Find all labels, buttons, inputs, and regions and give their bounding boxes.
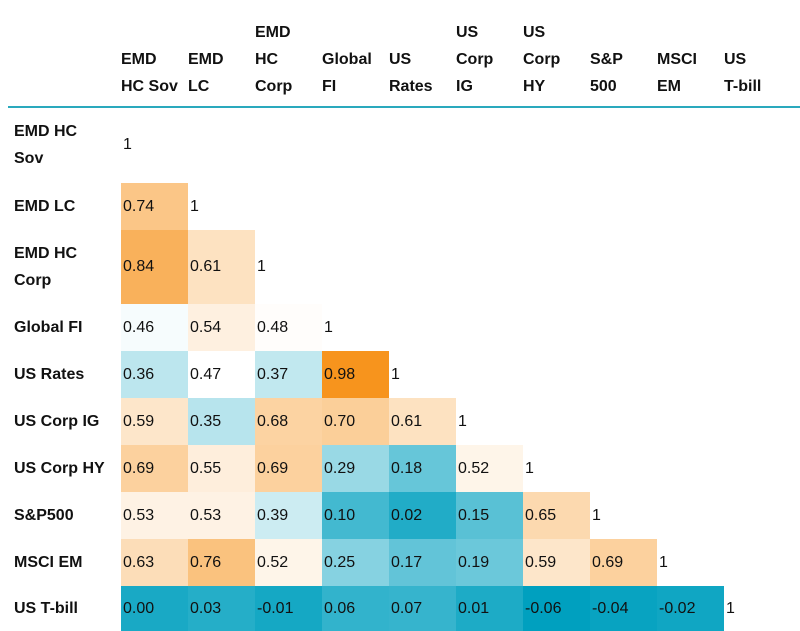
heatmap-cell: 0.46 — [121, 304, 188, 351]
heatmap-cell: -0.01 — [255, 586, 322, 631]
diagonal-cell: 1 — [726, 599, 735, 617]
row-header: Global FI — [14, 319, 83, 336]
diagonal-cell: 1 — [190, 197, 199, 215]
row-header: US Rates — [14, 366, 85, 383]
heatmap-cell: 0.15 — [456, 492, 523, 539]
heatmap-cell: 0.70 — [322, 398, 389, 445]
heatmap-cell: 0.25 — [322, 539, 389, 586]
heatmap-cell: 0.69 — [590, 539, 657, 586]
heatmap-cell: 0.84 — [121, 230, 188, 304]
heatmap-cell: -0.02 — [657, 586, 724, 631]
row-header: US Corp HY — [14, 460, 105, 477]
heatmap-cell: 0.07 — [389, 586, 456, 631]
heatmap-cell: 0.63 — [121, 539, 188, 586]
heatmap-cell: -0.04 — [590, 586, 657, 631]
heatmap-cell: 0.19 — [456, 539, 523, 586]
column-header: S&P 500 — [590, 51, 623, 95]
heatmap-cell: 0.36 — [121, 351, 188, 398]
diagonal-cell: 1 — [257, 258, 266, 275]
row-header: EMD HC Corp — [14, 245, 78, 289]
heatmap-cell: 0.55 — [188, 445, 255, 492]
heatmap-cell: 0.69 — [255, 445, 322, 492]
column-header: EMD LC — [188, 51, 224, 95]
heatmap-cell: 0.47 — [188, 351, 255, 398]
diagonal-cell: 1 — [458, 412, 467, 430]
column-header: US Corp IG — [456, 24, 494, 95]
heatmap-cell: 0.52 — [456, 445, 523, 492]
heatmap-cell: 0.53 — [121, 492, 188, 539]
diagonal-cell: 1 — [391, 365, 400, 383]
heatmap-cell: 0.48 — [255, 304, 322, 351]
heatmap-cell: 0.98 — [322, 351, 389, 398]
diagonal-cell: 1 — [592, 506, 601, 524]
heatmap-cell: 0.35 — [188, 398, 255, 445]
heatmap-cell: 0.59 — [121, 398, 188, 445]
heatmap-cell: 0.76 — [188, 539, 255, 586]
heatmap-cell: 0.10 — [322, 492, 389, 539]
diagonal-cell: 1 — [659, 553, 668, 571]
column-header: MSCI EM — [657, 51, 697, 95]
column-header: US Rates — [389, 51, 433, 95]
heatmap-cell: 0.37 — [255, 351, 322, 398]
heatmap-cell: 0.00 — [121, 586, 188, 631]
heatmap-cell: 0.61 — [188, 230, 255, 304]
heatmap-cell: 0.53 — [188, 492, 255, 539]
heatmap-cell: 0.18 — [389, 445, 456, 492]
heatmap-cell: 0.17 — [389, 539, 456, 586]
column-header: Global FI — [322, 51, 372, 95]
heatmap-cell: 0.74 — [121, 183, 188, 230]
row-header: MSCI EM — [14, 554, 83, 571]
row-header: S&P500 — [14, 507, 74, 524]
heatmap-cell: 0.59 — [523, 539, 590, 586]
header-rule — [8, 106, 800, 108]
heatmap-cell: 0.02 — [389, 492, 456, 539]
row-header: US Corp IG — [14, 413, 100, 430]
heatmap-cell: 0.61 — [389, 398, 456, 445]
row-header: EMD HC Sov — [14, 123, 78, 167]
heatmap-cell: 0.29 — [322, 445, 389, 492]
column-header: EMD HC Sov — [121, 51, 178, 95]
heatmap-cell: 0.68 — [255, 398, 322, 445]
heatmap-cell: 0.65 — [523, 492, 590, 539]
row-header: US T-bill — [14, 600, 78, 617]
heatmap-cell: -0.06 — [523, 586, 590, 631]
heatmap-cell: 0.69 — [121, 445, 188, 492]
column-header: EMD HC Corp — [255, 24, 293, 95]
diagonal-cell: 1 — [123, 136, 132, 153]
heatmap-cell: 0.01 — [456, 586, 523, 631]
heatmap-cell: 0.06 — [322, 586, 389, 631]
heatmap-cell: 0.54 — [188, 304, 255, 351]
heatmap-cell: 0.39 — [255, 492, 322, 539]
heatmap-cell: 0.03 — [188, 586, 255, 631]
diagonal-cell: 1 — [324, 318, 333, 336]
column-header: US T-bill — [724, 51, 762, 95]
heatmap-cell: 0.52 — [255, 539, 322, 586]
column-header: US Corp HY — [523, 24, 561, 95]
diagonal-cell: 1 — [525, 459, 534, 477]
row-header: EMD LC — [14, 198, 76, 215]
